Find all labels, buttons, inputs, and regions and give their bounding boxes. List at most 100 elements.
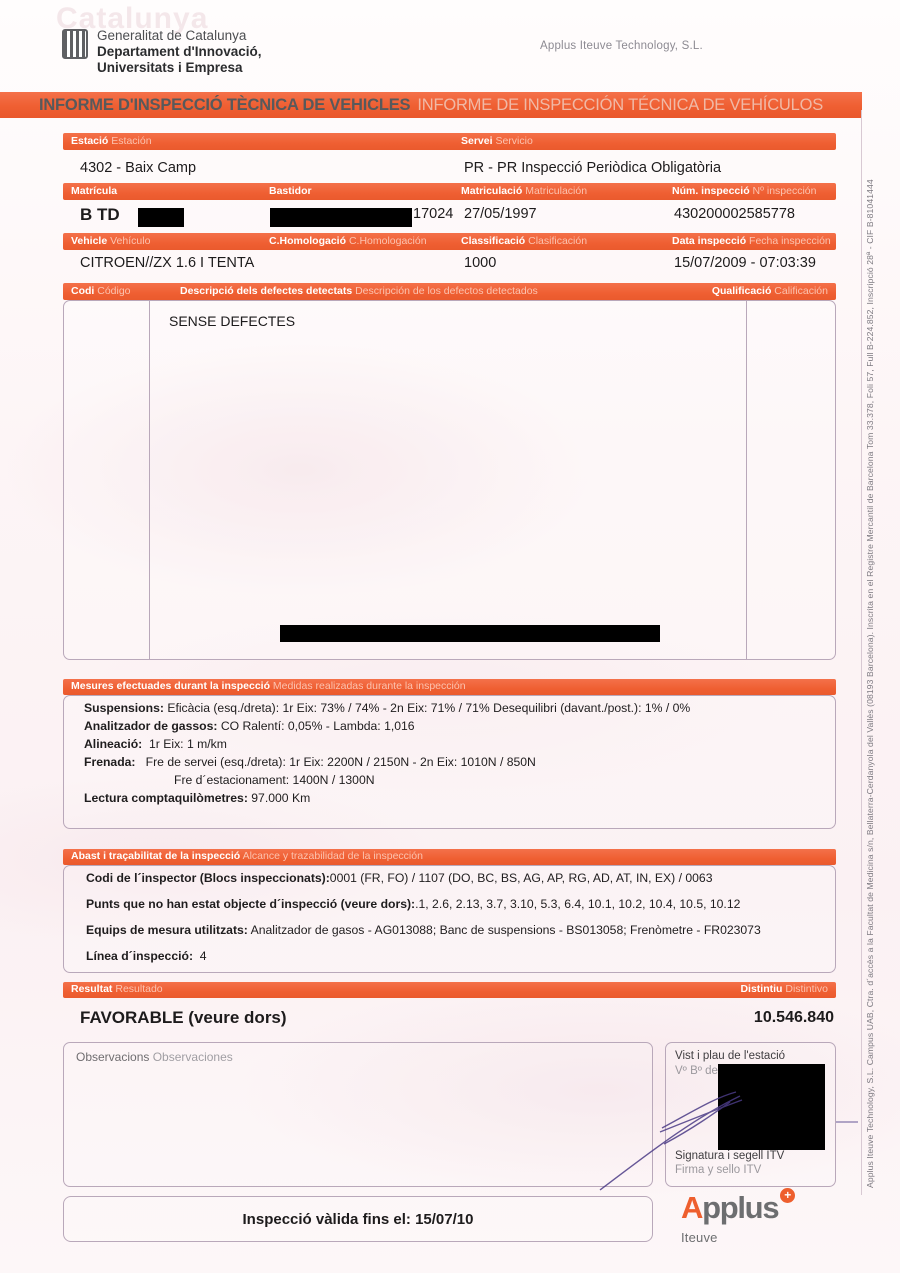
distintiu-value: 10.546.840 xyxy=(753,1009,834,1026)
measure-value-alignment: 1r Eix: 1 m/km xyxy=(149,737,227,751)
validity-text: Inspecció vàlida fins el: 15/07/10 xyxy=(242,1210,474,1228)
result-head-ca: Resultat xyxy=(71,983,113,995)
signature-box: Vist i plau de l'estació Vº Bº de la est… xyxy=(665,1042,836,1187)
result-section-header: Resultat Resultado Distintiu Distintivo xyxy=(63,982,836,998)
estacio-label-ca: Estació xyxy=(71,135,109,147)
classificacio-label-ca: Classificació xyxy=(461,235,526,247)
measure-value-parking-brake: Fre d´estacionament: 1400N / 1300N xyxy=(174,773,375,787)
scope-value-skipped-points: .1, 2.6, 2.13, 3.7, 3.10, 5.3, 6.4, 10.1… xyxy=(415,897,741,911)
report-title-banner: INFORME D'INSPECCIÓ TÈCNICA DE VEHICLES … xyxy=(0,92,862,118)
vehicle-value: CITROEN//ZX 1.6 I TENTA xyxy=(80,255,255,271)
measure-label-suspensions: Suspensions: xyxy=(84,701,164,715)
vehicle-label-es: Vehículo xyxy=(110,235,151,247)
signature-top-label-ca: Vist i plau de l'estació xyxy=(675,1050,786,1062)
homologacio-label-ca: C.Homologació xyxy=(269,235,347,247)
bastidor-label: Bastidor xyxy=(269,185,312,197)
scope-label-line-number: Línea d´inspecció: xyxy=(86,949,193,963)
num-inspeccio-label-ca: Núm. inspecció xyxy=(672,185,750,197)
header-row-station-service: Estació Estación Servei Servicio xyxy=(63,133,836,150)
descripcio-label-ca: Descripció dels defectes detectats xyxy=(180,285,353,297)
matricula-redaction-bar xyxy=(138,208,184,227)
observations-label-ca: Observacions xyxy=(76,1050,150,1064)
measure-line-odometer: Lectura comptaquilòmetres: 97.000 Km xyxy=(84,791,310,805)
measure-line-gas: Analitzador de gassos: CO Ralentí: 0,05%… xyxy=(84,719,415,733)
distintiu-label-ca: Distintiu xyxy=(740,983,783,995)
value-row-vehicle: CITROEN//ZX 1.6 I TENTA 1000 15/07/2009 … xyxy=(63,255,836,279)
scope-label-skipped-points: Punts que no han estat objecte d´inspecc… xyxy=(86,897,416,911)
signature-bottom-label-es: Firma y sello ITV xyxy=(675,1164,762,1177)
legal-strip-text: Applus Iteuve Technology, S.L. Campus UA… xyxy=(865,179,875,1188)
measures-section-header: Mesures efectuades durant la inspecció M… xyxy=(63,679,836,695)
value-row-station-service: 4302 - Baix Camp PR - PR Inspecció Periò… xyxy=(63,160,836,182)
measure-line-alignment: Alineació: 1r Eix: 1 m/km xyxy=(84,737,227,751)
observations-box: Observacions Observaciones xyxy=(63,1042,653,1187)
measure-line-parking-brake: Fre d´estacionament: 1400N / 1300N xyxy=(174,773,375,787)
measures-section-body: Suspensions: Eficàcia (esq./dreta): 1r E… xyxy=(63,695,836,829)
scope-head-ca: Abast i traçabilitat de la inspecció xyxy=(71,850,241,862)
applus-logo-a: A xyxy=(681,1190,703,1225)
scope-value-line-number: 4 xyxy=(199,949,207,963)
num-inspeccio-label-es: Nº inspección xyxy=(752,185,817,197)
bastidor-redaction-bar xyxy=(270,208,412,227)
scope-section-header: Abast i traçabilitat de la inspecció Alc… xyxy=(63,849,836,865)
applus-wordmark: Applus + xyxy=(681,1188,796,1225)
measure-label-gas: Analitzador de gassos: xyxy=(84,719,218,733)
result-value: FAVORABLE (veure dors) xyxy=(80,1008,287,1027)
classificacio-label-es: Clasificación xyxy=(528,235,588,247)
department-name-line1: Departament d'Innovació, xyxy=(97,43,262,59)
measure-value-braking: Fre de servei (esq./dreta): 1r Eix: 2200… xyxy=(145,755,536,769)
defects-table-body: SENSE DEFECTES xyxy=(63,300,836,660)
homologacio-label-es: C.Homologación xyxy=(348,235,427,247)
header-row-plate: Matrícula Bastidor Matriculació Matricul… xyxy=(63,183,836,200)
result-head-es: Resultado xyxy=(115,983,163,995)
distintiu-label-es: Distintivo xyxy=(785,983,828,995)
defects-col-divider-left xyxy=(149,301,150,659)
estacio-value: 4302 - Baix Camp xyxy=(80,160,197,176)
scope-line-skipped-points: Punts que no han estat objecte d´inspecc… xyxy=(86,897,740,911)
measure-line-suspensions: Suspensions: Eficàcia (esq./dreta): 1r E… xyxy=(84,701,690,715)
report-title-spanish: INFORME DE INSPECCIÓN TÉCNICA DE VEHÍCUL… xyxy=(417,95,824,114)
header-row-vehicle: Vehicle Vehículo C.Homologació C.Homolog… xyxy=(63,233,836,250)
data-inspeccio-label-es: Fecha inspección xyxy=(749,235,831,247)
num-inspeccio-value: 430200002585778 xyxy=(674,206,795,222)
qualificacio-label-es: Calificación xyxy=(774,285,828,297)
applus-plus-icon: + xyxy=(780,1188,796,1203)
measure-value-suspensions: Eficàcia (esq./dreta): 1r Eix: 73% / 74%… xyxy=(167,701,691,715)
measure-label-braking: Frenada: xyxy=(84,755,136,769)
value-row-plate: B TD 17024 27/05/1997 430200002585778 xyxy=(63,205,836,230)
scope-label-inspector-code: Codi de l´inspector (Blocs inspeccionats… xyxy=(86,871,330,885)
servei-value: PR - PR Inspecció Periòdica Obligatòria xyxy=(464,160,722,176)
servei-label-es: Servicio xyxy=(495,135,533,147)
matricula-value: B TD xyxy=(80,205,120,224)
observations-label-es: Observaciones xyxy=(152,1050,233,1064)
observations-label: Observacions Observaciones xyxy=(76,1050,233,1064)
scope-section-body: Codi de l´inspector (Blocs inspeccionats… xyxy=(63,865,836,973)
scope-line-equipment: Equips de mesura utilitzats: Analitzador… xyxy=(86,923,761,937)
vehicle-label-ca: Vehicle xyxy=(71,235,108,247)
codi-label-es: Código xyxy=(97,285,131,297)
scope-value-inspector-code: 0001 (FR, FO) / 1107 (DO, BC, BS, AG, AP… xyxy=(329,871,713,885)
defects-table-header: Codi Código Descripció dels defectes det… xyxy=(63,283,836,300)
matriculacio-value: 27/05/1997 xyxy=(464,206,537,222)
validity-box: Inspecció vàlida fins el: 15/07/10 xyxy=(63,1196,653,1242)
servei-label-ca: Servei xyxy=(461,135,493,147)
applus-logo: Applus + Iteuve xyxy=(681,1188,796,1245)
matriculacio-label-es: Matriculación xyxy=(525,185,588,197)
legal-strip: Applus Iteuve Technology, S.L. Campus UA… xyxy=(862,110,886,1190)
department-name-line2: Universitats i Empresa xyxy=(97,59,243,75)
scope-line-inspector-code: Codi de l´inspector (Blocs inspeccionats… xyxy=(86,871,713,885)
bastidor-value: 17024 xyxy=(413,206,454,222)
measures-head-es: Medidas realizadas durante la inspección xyxy=(272,680,466,692)
qualificacio-label-ca: Qualificació xyxy=(711,285,772,297)
data-inspeccio-value: 15/07/2009 - 07:03:39 xyxy=(674,255,816,271)
measures-head-ca: Mesures efectuades durant la inspecció xyxy=(71,680,270,692)
codi-label-ca: Codi xyxy=(71,285,95,297)
measure-label-odometer: Lectura comptaquilòmetres: xyxy=(84,791,248,805)
applus-logo-rest: pplus xyxy=(702,1190,779,1225)
scope-head-es: Alcance y trazabilidad de la inspección xyxy=(242,850,423,862)
generalitat-logo-block: Generalitat de Catalunya Departament d'I… xyxy=(62,28,262,76)
signature-stamp-redaction xyxy=(718,1064,825,1150)
company-name-header: Applus Iteuve Technology, S.L. xyxy=(540,40,703,52)
applus-subbrand: Iteuve xyxy=(681,1230,718,1245)
report-title-catalan: INFORME D'INSPECCIÓ TÈCNICA DE VEHICLES xyxy=(38,95,411,114)
